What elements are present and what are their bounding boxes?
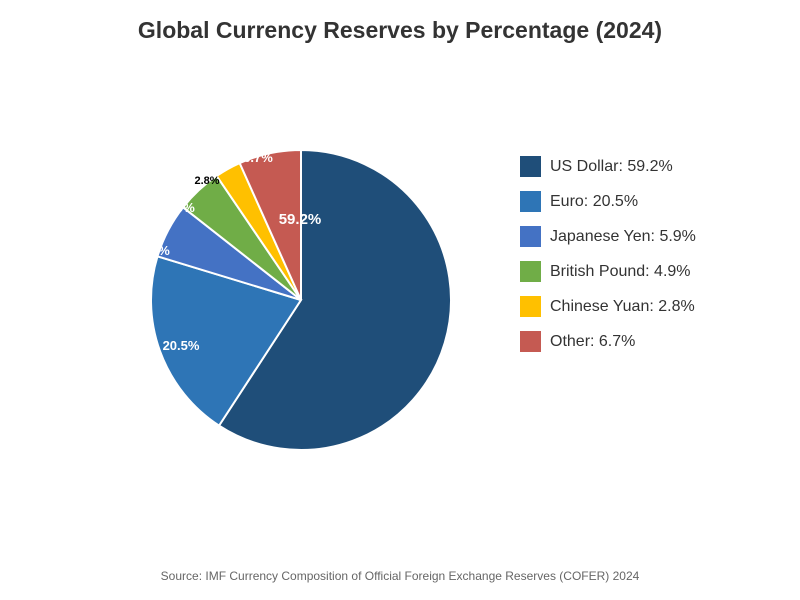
- legend-label: Euro: 20.5%: [550, 192, 639, 210]
- legend-swatch: [520, 226, 541, 247]
- legend-item: British Pound: 4.9%: [520, 254, 696, 289]
- source-note: Source: IMF Currency Composition of Offi…: [160, 569, 640, 583]
- legend-label: Japanese Yen: 5.9%: [550, 227, 696, 245]
- legend-swatch: [520, 296, 541, 317]
- legend-item: Euro: 20.5%: [520, 184, 696, 219]
- legend-item: Japanese Yen: 5.9%: [520, 219, 696, 254]
- legend-item: US Dollar: 59.2%: [520, 149, 696, 184]
- legend-swatch: [520, 331, 541, 352]
- legend-swatch: [520, 261, 541, 282]
- legend-label: British Pound: 4.9%: [550, 262, 691, 280]
- legend-label: Chinese Yuan: 2.8%: [550, 297, 695, 315]
- legend-swatch: [520, 156, 541, 177]
- legend: US Dollar: 59.2% Euro: 20.5% Japanese Yen:…: [520, 149, 696, 359]
- data-label: 5.9%: [140, 243, 170, 258]
- pie-slice-euro: [150, 255, 303, 428]
- data-label: 59.2%: [279, 211, 322, 228]
- pie-slice-other: [238, 148, 302, 301]
- legend-swatch: [520, 191, 541, 212]
- chart-title: Global Currency Reserves by Percentage (…: [137, 17, 663, 43]
- legend-label: Other: 6.7%: [550, 332, 636, 350]
- pie-slice-us-dollar: [217, 148, 452, 451]
- data-label: 6.7%: [243, 150, 273, 165]
- data-label: 4.9%: [165, 200, 195, 215]
- data-label: 2.8%: [194, 175, 219, 187]
- legend-item: Chinese Yuan: 2.8%: [520, 289, 696, 324]
- data-label: 20.5%: [163, 338, 200, 353]
- legend-item: Other: 6.7%: [520, 324, 696, 359]
- legend-label: US Dollar: 59.2%: [550, 157, 673, 175]
